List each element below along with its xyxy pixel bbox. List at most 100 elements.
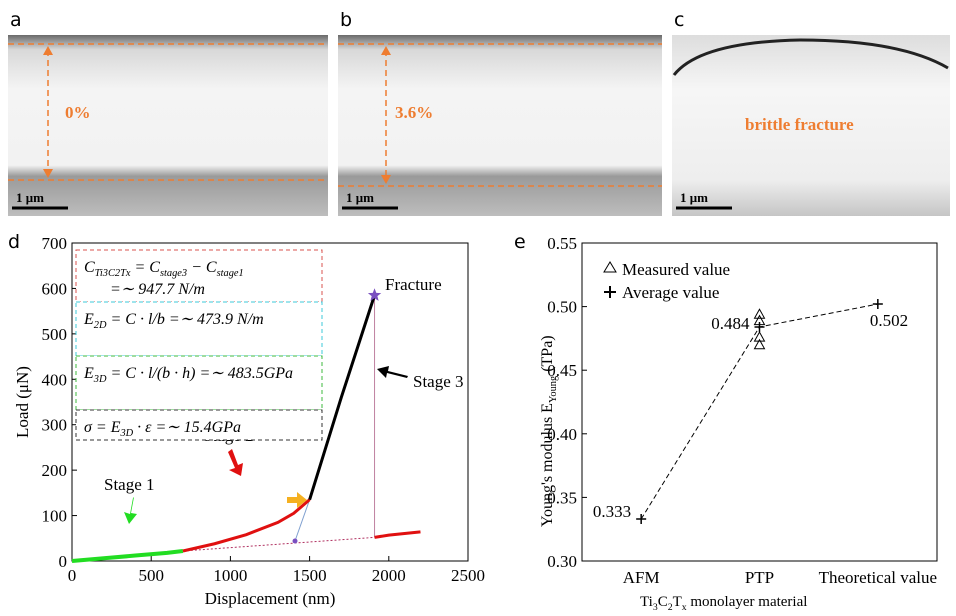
triangle-marker — [753, 308, 766, 319]
text: σ = E3D · ε =∼ 15.4GPa — [84, 419, 241, 439]
value-label: 0.484 — [711, 314, 750, 333]
plus-marker — [872, 299, 883, 310]
fracture-edge — [672, 38, 949, 76]
subscript: 2D — [94, 320, 107, 331]
text: E3D = C · l/(b · h) =∼ 483.5GPa — [83, 365, 293, 385]
x-tick-label: AFM — [623, 568, 660, 587]
x-tick-label: 0 — [68, 566, 77, 585]
plot-frame — [581, 242, 938, 562]
text: CTi3C2Tx = Cstage3 − Cstage1 — [84, 259, 244, 279]
plus-marker — [754, 321, 765, 332]
arrow — [377, 366, 408, 378]
y-tick-label: 500 — [42, 325, 68, 344]
x-axis-label: Displacement (nm) — [205, 589, 336, 608]
construction — [182, 536, 375, 552]
equation-box — [75, 249, 323, 303]
panel-label: e — [514, 231, 526, 253]
y-tick-label: 100 — [42, 507, 68, 526]
text-part: · ε =∼ 15.4GPa — [133, 419, 241, 436]
text-part: C — [658, 594, 668, 610]
text-part: = C — [130, 259, 160, 276]
triangle-marker — [753, 331, 766, 342]
line — [182, 498, 311, 553]
text-part: − C — [187, 259, 217, 276]
x-tick-label: 500 — [138, 566, 164, 585]
y-tick-label: 0.40 — [547, 425, 577, 444]
text: =∼ 947.7 N/m — [110, 281, 205, 298]
line — [640, 303, 878, 520]
y-tick-label: 0 — [59, 552, 68, 571]
subscript: stage1 — [217, 268, 244, 279]
arrow — [287, 492, 307, 508]
scale-label: 1 μm — [346, 190, 374, 205]
equation-box — [75, 301, 323, 357]
equation-box — [75, 409, 323, 441]
y-tick-label: 0.30 — [547, 552, 577, 571]
y-tick-label: 0.35 — [547, 488, 577, 507]
construction — [294, 499, 311, 542]
text-part: = C · l/b =∼ 473.9 N/m — [106, 311, 263, 328]
guides — [8, 43, 662, 187]
line — [374, 530, 421, 539]
text-part: C — [84, 259, 95, 276]
subscript: Young — [548, 376, 559, 403]
panel-label: c — [674, 9, 684, 31]
arrow — [124, 497, 137, 524]
subscript: 3D — [93, 374, 107, 385]
value-label: 0.502 — [870, 311, 908, 330]
annotation: 3.6% — [395, 103, 433, 122]
x-tick-label: 1000 — [213, 566, 247, 585]
text-part: E — [83, 365, 94, 382]
panel-label: b — [340, 9, 352, 31]
plus-marker — [636, 514, 647, 525]
annotation: Stage 1 — [104, 475, 155, 494]
legend-label: Average value — [622, 283, 719, 302]
text-part: (TPa) — [539, 335, 556, 375]
text-part: =∼ 947.7 N/m — [110, 281, 205, 298]
line — [71, 549, 184, 563]
y-tick-label: 600 — [42, 279, 68, 298]
annotation: Stage 3 — [413, 372, 464, 391]
line — [308, 294, 376, 501]
legend-triangle — [603, 261, 617, 273]
scale-label: 1 μm — [16, 190, 44, 205]
subscript: stage3 — [160, 268, 187, 279]
value-label: 0.333 — [593, 502, 631, 521]
annotation: 0% — [65, 103, 91, 122]
micrograph — [672, 35, 950, 216]
y-tick-label: 0.50 — [547, 298, 577, 317]
x-tick-label: 2500 — [451, 566, 485, 585]
subscript: 3 — [653, 602, 658, 611]
x-tick-label: 1500 — [293, 566, 327, 585]
panel-label: a — [10, 9, 22, 31]
construction-point — [292, 538, 298, 544]
equation-box — [75, 355, 323, 411]
subscript: x — [682, 602, 687, 611]
plot-frame — [71, 242, 469, 562]
micrographs — [8, 35, 950, 216]
annotation: Fracture — [385, 275, 442, 294]
subscript: 2 — [668, 602, 673, 611]
y-tick-label: 300 — [42, 416, 68, 435]
text-part: σ = E — [84, 419, 121, 436]
text-part: E — [83, 311, 94, 328]
text-part: Ti — [640, 594, 653, 610]
x-tick-label: PTP — [745, 568, 774, 587]
text: E2D = C · l/b =∼ 473.9 N/m — [83, 311, 264, 331]
subscript: 3D — [119, 428, 133, 439]
legend-label: Measured value — [622, 260, 730, 279]
text-part: = C · l/(b · h) =∼ 483.5GPa — [106, 365, 293, 382]
micrograph — [8, 35, 328, 216]
arrow — [228, 449, 243, 476]
text-part: Young's modulus E — [539, 403, 556, 527]
text: Young's modulus EYoung (TPa) — [539, 335, 559, 527]
panel-label: d — [8, 231, 20, 253]
subscript: Ti3C2Tx — [95, 268, 131, 279]
y-tick-label: 200 — [42, 461, 68, 480]
x-tick-label: 2000 — [372, 566, 406, 585]
x-tick-label: Theoretical value — [819, 568, 937, 587]
annotation: brittle fracture — [745, 115, 854, 134]
triangle-marker — [753, 338, 766, 350]
text-part: monolayer material — [687, 594, 808, 610]
